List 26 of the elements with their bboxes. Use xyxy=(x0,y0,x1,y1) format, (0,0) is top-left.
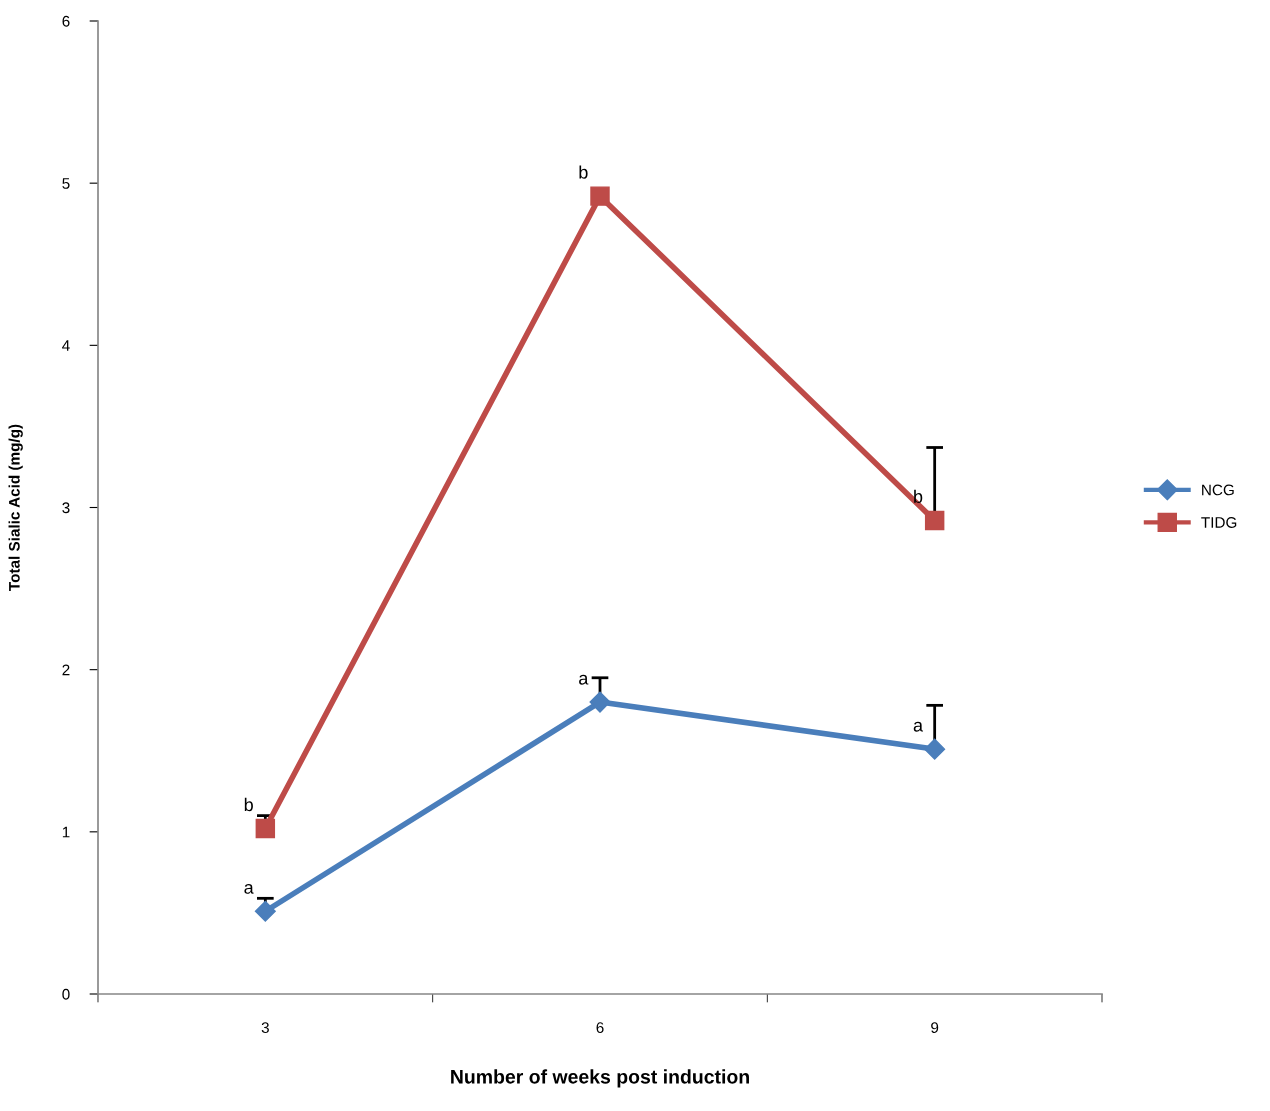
x-axis-title: Number of weeks post induction xyxy=(451,1069,749,1088)
y-tick-label: 3 xyxy=(62,502,70,514)
y-tick-label: 5 xyxy=(62,178,70,189)
point xyxy=(924,510,945,531)
y-axis-title: Total Sialic Acid (mg/g) xyxy=(8,424,23,591)
annotation: b xyxy=(244,797,253,812)
point xyxy=(589,691,611,713)
y-tick-label: 4 xyxy=(62,340,70,351)
y-tick-label: 2 xyxy=(62,664,70,676)
annotation: b xyxy=(914,489,923,504)
point xyxy=(255,818,276,839)
legend-label: NCG xyxy=(1202,484,1234,496)
point xyxy=(590,186,610,206)
y-tick-label: 0 xyxy=(62,988,70,1000)
annotation: b xyxy=(579,165,588,179)
x-tick-label: 6 xyxy=(596,1022,604,1033)
x-tick-label: 9 xyxy=(931,1022,939,1033)
point xyxy=(924,738,946,760)
x-tick-label: 3 xyxy=(261,1022,269,1033)
annotation: a xyxy=(913,721,924,732)
annotation: a xyxy=(579,674,589,685)
legend-label: TIDG xyxy=(1201,517,1237,528)
annotation: a xyxy=(244,883,254,894)
y-tick-label: 1 xyxy=(62,826,70,838)
point xyxy=(254,900,276,922)
y-tick-label: 6 xyxy=(62,15,70,27)
